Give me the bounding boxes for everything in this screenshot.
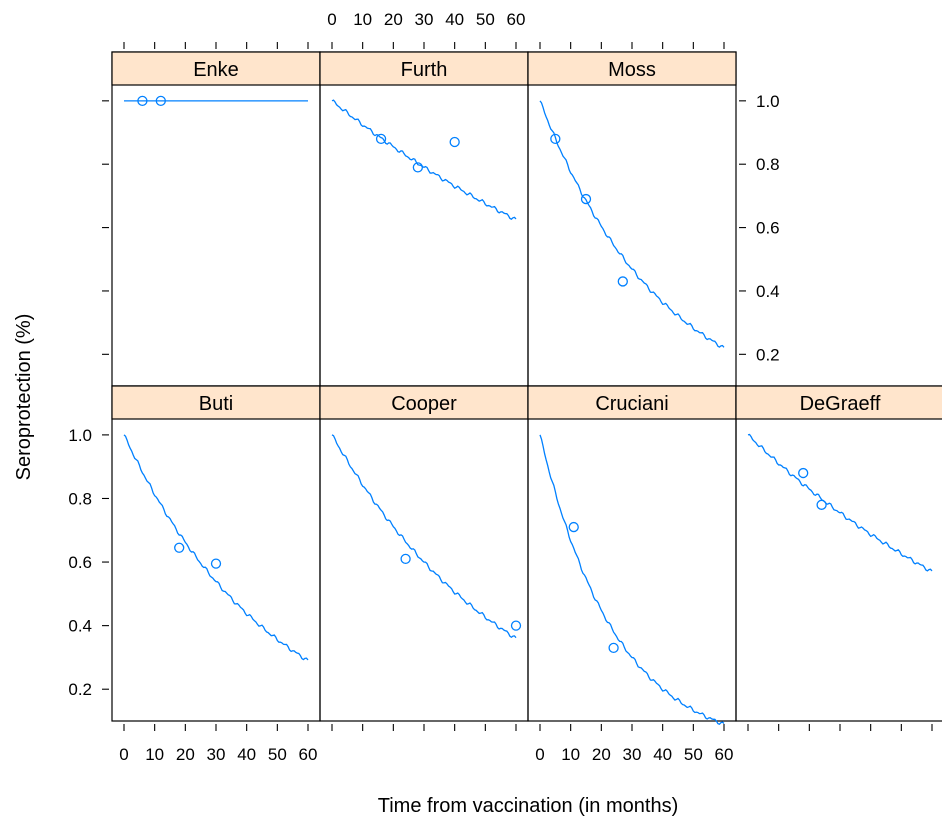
panel-strip: [735, 385, 942, 420]
x-tick-label-top: 60: [507, 10, 526, 29]
data-point: [510, 620, 522, 631]
panel-frame: [319, 385, 529, 722]
data-point: [412, 162, 424, 173]
panel-strip-label: DeGraeff: [800, 393, 881, 415]
x-tick-label-bottom: 10: [145, 745, 164, 764]
x-tick-label-bottom: 0: [119, 745, 128, 764]
panel-enke: Enke: [111, 51, 321, 387]
x-tick-label-top: 10: [353, 10, 372, 29]
panel-frame: [319, 51, 529, 387]
y-tick-label-right: 0.2: [756, 345, 780, 364]
panel-strip-label: Moss: [608, 59, 656, 81]
panel-frame: [735, 385, 942, 722]
y-tick-label-right: 1.0: [756, 92, 780, 111]
panel-cooper: Cooper: [319, 385, 529, 722]
data-point: [816, 499, 827, 510]
x-tick-label-bottom: 20: [592, 745, 611, 764]
x-tick-label-bottom: 20: [176, 745, 195, 764]
panel-degraeff: DeGraeff: [735, 385, 942, 722]
y-tick-label-left: 0.2: [68, 680, 92, 699]
panel-strip-label: Buti: [199, 393, 233, 415]
data-point: [568, 521, 579, 533]
data-point: [798, 467, 809, 479]
y-tick-label-right: 0.4: [756, 282, 780, 301]
panel-strip: [111, 385, 321, 420]
y-tick-label-left: 0.4: [68, 617, 92, 636]
y-tick-label-left: 0.8: [68, 489, 92, 508]
panel-strip: [319, 385, 529, 420]
x-tick-label-bottom: 50: [268, 745, 287, 764]
x-tick-label-top: 30: [415, 10, 434, 29]
x-tick-label-bottom: 10: [561, 745, 580, 764]
data-point: [617, 276, 628, 287]
fitted-curve: [539, 434, 725, 726]
x-tick-label-top: 50: [476, 10, 495, 29]
x-tick-label-top: 20: [384, 10, 403, 29]
panel-strip: [111, 51, 321, 86]
data-point: [400, 553, 411, 565]
panel-frame: [527, 385, 737, 722]
x-tick-label-bottom: 40: [237, 745, 256, 764]
x-tick-label-bottom: 30: [207, 745, 226, 764]
data-point: [580, 193, 592, 205]
panel-strip-label: Enke: [193, 59, 239, 81]
data-point: [155, 95, 166, 106]
data-point: [174, 542, 185, 553]
panels-layer: Enke Furth Moss Buti Cooper Cruciani DeGraeff: [111, 51, 942, 726]
x-tick-label-top: 40: [445, 10, 464, 29]
data-point: [375, 133, 387, 145]
x-tick-label-bottom: 0: [535, 745, 544, 764]
y-tick-label-left: 1.0: [68, 426, 92, 445]
panel-strip-label: Cruciani: [595, 393, 668, 415]
x-tick-label-bottom: 40: [653, 745, 672, 764]
fitted-curve: [747, 433, 933, 572]
panel-cruciani: Cruciani: [527, 385, 737, 726]
fitted-curve: [331, 99, 517, 220]
x-axis-title: Time from vaccination (in months): [378, 795, 678, 817]
y-tick-label-right: 0.8: [756, 155, 780, 174]
y-tick-label-right: 0.6: [756, 219, 780, 238]
panel-furth: Furth: [319, 51, 529, 387]
fitted-curve: [123, 434, 309, 661]
y-tick-label-left: 0.6: [68, 553, 92, 572]
x-tick-label-top: 0: [327, 10, 336, 29]
y-axis-title: Seroprotection (%): [13, 314, 35, 481]
panel-moss: Moss: [527, 51, 737, 387]
data-point: [608, 642, 619, 654]
panel-strip: [319, 51, 529, 86]
panel-strip: [527, 385, 737, 420]
panel-strip-label: Cooper: [391, 393, 457, 415]
x-tick-label-bottom: 60: [299, 745, 318, 764]
data-point: [449, 136, 460, 148]
data-point: [550, 133, 561, 145]
data-point: [137, 95, 148, 106]
data-point: [210, 558, 222, 569]
panel-strip-label: Furth: [401, 59, 448, 81]
x-tick-label-bottom: 60: [715, 745, 734, 764]
x-tick-label-bottom: 30: [623, 745, 642, 764]
x-tick-label-bottom: 50: [684, 745, 703, 764]
panel-buti: Buti: [111, 385, 321, 722]
fitted-curve: [539, 100, 725, 348]
panel-frame: [111, 51, 321, 387]
fitted-curve: [331, 434, 517, 639]
panel-frame: [111, 385, 321, 722]
axes-layer: 0 10 20 30 40 50 60 0 10 20 30 40 50 60 0 10 20 30 40 50 60 0…: [68, 10, 933, 764]
panel-strip: [527, 51, 737, 86]
